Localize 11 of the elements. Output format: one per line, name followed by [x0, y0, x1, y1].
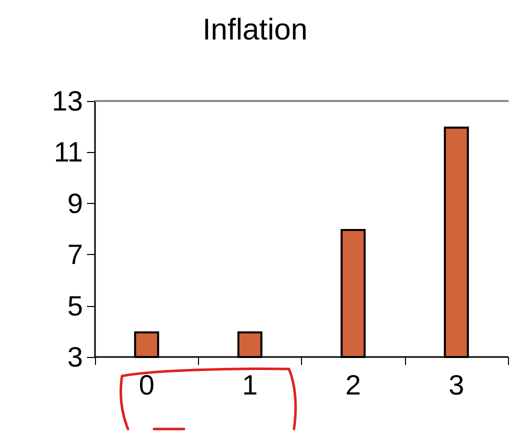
y-tick-label: 9: [67, 188, 83, 219]
x-tick-label: 1: [242, 370, 258, 400]
chart-title: Inflation: [202, 14, 308, 46]
x-tick-label: 3: [448, 370, 464, 400]
x-tick-label: 0: [138, 370, 154, 400]
y-tick-label: 11: [54, 136, 83, 168]
y-tick-label: 13: [52, 86, 83, 116]
y-tick-label: 7: [67, 239, 83, 270]
y-tick-label: 3: [67, 342, 83, 372]
x-tick-label: 2: [345, 370, 361, 400]
y-tick-label: 5: [67, 290, 83, 322]
